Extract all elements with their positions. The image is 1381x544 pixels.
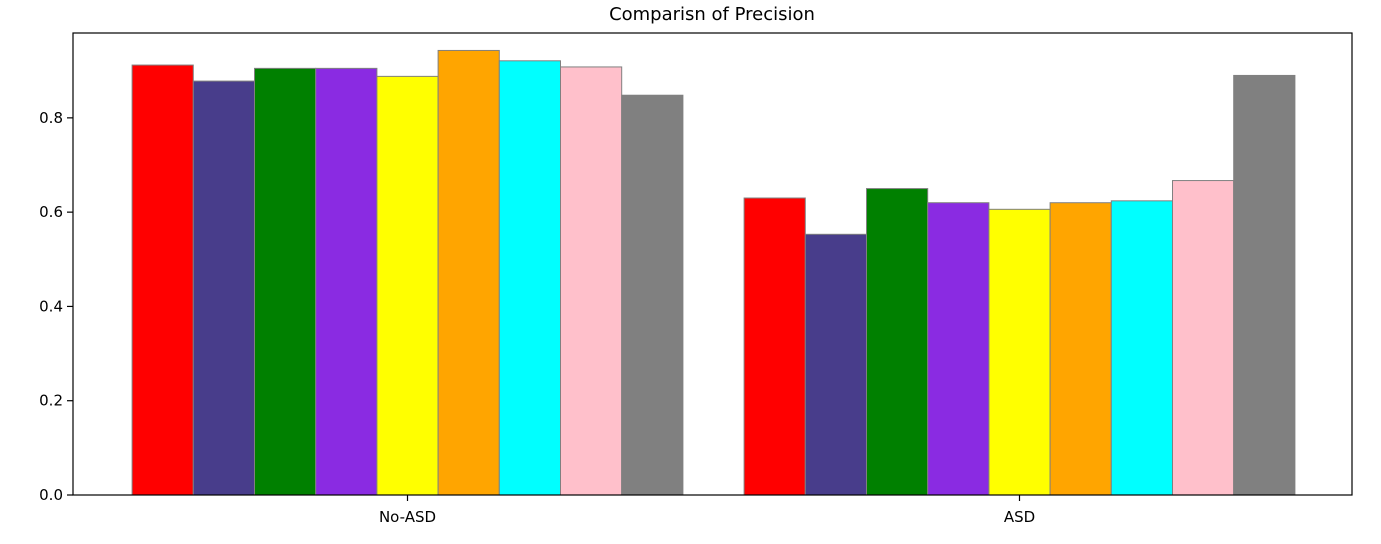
bar-asd-5: [988, 208, 1051, 496]
x-tick-label: No-ASD: [379, 508, 436, 526]
bar-asd-2: [804, 233, 867, 496]
bars-group: [131, 49, 1296, 496]
y-tick-label: 0.4: [39, 297, 63, 315]
chart-title: Comparisn of Precision: [609, 4, 815, 25]
y-axis-ticks: 0.0 0.2 0.4 0.6 0.8: [39, 109, 73, 504]
bar-no-asd-4: [315, 67, 378, 496]
y-tick-label: 0.8: [39, 109, 63, 127]
bar-no-asd-1: [131, 64, 194, 496]
bar-no-asd-2: [192, 80, 256, 496]
bar-asd-9: [1233, 74, 1296, 496]
bar-no-asd-5: [376, 75, 439, 496]
bar-asd-4: [927, 202, 990, 496]
bar-asd-8: [1172, 180, 1235, 496]
x-tick-label: ASD: [1004, 508, 1035, 526]
bar-asd-7: [1110, 200, 1174, 496]
y-tick-label: 0.6: [39, 203, 63, 221]
x-axis-ticks: No-ASD ASD: [379, 495, 1035, 526]
y-tick-label: 0.2: [39, 392, 63, 410]
bar-asd-3: [866, 188, 929, 496]
bar-asd-6: [1049, 202, 1112, 496]
bar-no-asd-6: [437, 49, 500, 496]
bar-no-asd-8: [560, 66, 623, 496]
bar-asd-1: [743, 197, 806, 496]
bar-no-asd-3: [254, 67, 317, 496]
bar-no-asd-7: [498, 60, 561, 496]
bar-no-asd-9: [621, 94, 684, 496]
y-tick-label: 0.0: [39, 486, 63, 504]
axes-frame: [72, 32, 1353, 496]
